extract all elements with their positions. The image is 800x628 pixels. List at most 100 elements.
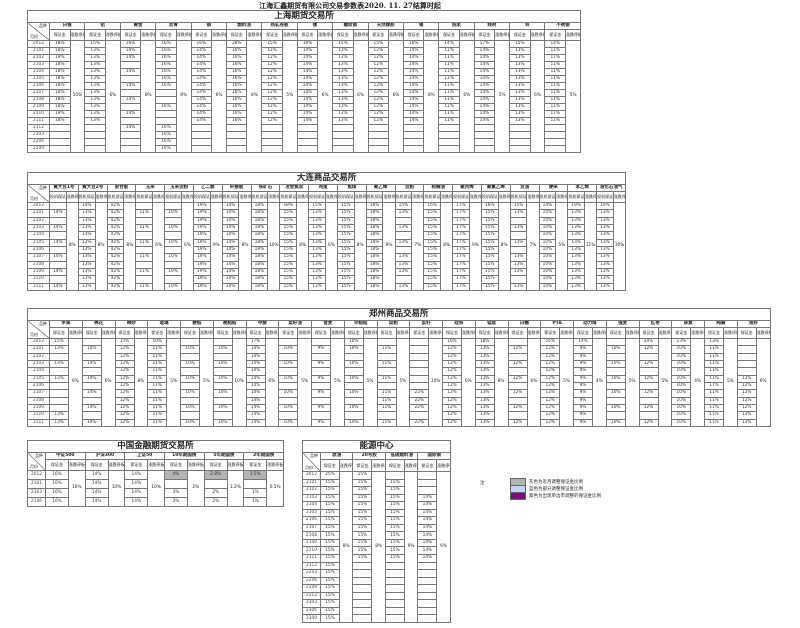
margin-cell: 15% [352, 546, 373, 555]
margin-cell: 14% [245, 418, 266, 427]
margin-cell: 13% [567, 231, 586, 240]
margin-cell: 11% [704, 411, 724, 420]
margin-cell: 15% [320, 614, 340, 623]
margin-cell: 14% [245, 367, 266, 376]
margin-cell: 15% [480, 223, 499, 233]
margin-cell [164, 216, 182, 226]
margin-cell [164, 245, 182, 255]
margin-cell: 12% [638, 418, 659, 427]
margin-cell: 12% [540, 352, 561, 362]
margin-cell: 15% [384, 554, 405, 563]
margin-cell: 13% [474, 374, 495, 383]
margin-cell: 11% [135, 223, 154, 233]
margin-cell: 12% [736, 418, 757, 427]
margin-cell: 14% [417, 538, 438, 548]
product-header: 短纤 [736, 320, 771, 328]
margin-cell: 13% [509, 96, 531, 104]
margin-cell [352, 606, 373, 616]
margin-cell: 15% [336, 231, 355, 240]
limit-cell: 10% [69, 40, 86, 153]
margin-cell [376, 337, 397, 347]
margin-cell: 1% [243, 488, 268, 498]
limit-column-header: 涨跌停板 [175, 29, 192, 41]
margin-cell: 11% [438, 47, 460, 55]
month-cell: 2106 [27, 245, 50, 255]
margin-cell: 13% [49, 418, 69, 427]
limit-cell: 9% [209, 202, 223, 291]
margin-cell: 13% [509, 47, 531, 55]
margin-cell: 14% [81, 403, 102, 413]
margin-cell: 12% [442, 359, 462, 369]
month-cell: 2107 [27, 89, 50, 97]
margin-cell: 11% [438, 89, 460, 97]
limit-cell: 5% [362, 338, 378, 427]
margin-cell: 12% [638, 345, 659, 354]
margin-cell [638, 396, 659, 405]
margin-column-header: 投机保证金 [423, 191, 442, 203]
margin-column-header: 保证金 [203, 459, 228, 471]
margin-cell: 15% [279, 231, 298, 240]
margin-cell: 4% [163, 470, 188, 480]
margin-cell: 14% [245, 381, 266, 391]
limit-column-header: 涨跌停板 [296, 191, 310, 203]
margin-cell [417, 584, 438, 593]
margin-cell: 10% [671, 367, 692, 376]
table-row: 2103 13% 14% 12% 11% 10% 10% 14% 10% 9% 10% 11% 12% 1… [27, 359, 771, 369]
margin-cell [343, 352, 364, 362]
limit-cell: 6% [755, 338, 771, 427]
margin-cell: 15% [320, 538, 340, 548]
margin-cell: 25% [320, 471, 340, 480]
margin-column-header: 投机保证金 [365, 191, 384, 203]
table-row: 2107 14% 13% 42% 11% 10% 19% 14% 18% 15% 13% 15% 18%… [27, 253, 626, 262]
margin-column-header: 保证金 [124, 459, 149, 471]
margin-cell: 13% [509, 103, 531, 111]
margin-cell: 15% [423, 260, 442, 269]
margin-cell: 14% [221, 231, 240, 240]
month-cell: 2104 [27, 367, 50, 376]
margin-cell: 11% [438, 61, 460, 69]
margin-cell: 12% [540, 396, 561, 405]
table-row: 2303 15% [302, 599, 451, 608]
margin-cell [49, 138, 71, 146]
margin-cell [343, 381, 364, 391]
month-cell: 2209 [27, 145, 50, 153]
margin-cell: 11% [147, 345, 168, 354]
margin-cell: 18% [49, 103, 71, 111]
margin-cell: 15% [84, 40, 106, 48]
ine-table: 能源中心品种月份原油20号胶低硫燃料油国际铜保证金涨跌停板保证金涨跌停板保证金涨… [302, 440, 451, 623]
limit-column-header: 涨跌停板 [371, 459, 386, 472]
margin-cell [49, 389, 69, 398]
margin-cell: 18% [365, 231, 384, 240]
margin-cell: 14% [81, 345, 102, 354]
margin-column-header: 保证金 [155, 29, 177, 41]
limit-cell: 6% [104, 40, 121, 153]
margin-cell: 16% [155, 82, 177, 90]
margin-cell: 18% [49, 82, 71, 90]
limit-column-header: 涨跌停板 [440, 191, 454, 203]
month-cell: 2103 [302, 493, 321, 503]
margin-cell: 10% [164, 267, 182, 277]
limit-cell: 5% [281, 40, 298, 153]
margin-cell: 18% [250, 216, 269, 226]
margin-cell [473, 138, 496, 146]
exchange-title: 中国金融期货交易所 [26, 440, 285, 453]
month-cell: 2106 [302, 516, 321, 525]
margin-cell: 14% [84, 470, 109, 480]
margin-cell: 13% [567, 253, 586, 262]
margin-cell: 15% [320, 531, 340, 540]
limit-cell: 9% [403, 471, 419, 623]
month-cell: 2309 [302, 614, 321, 623]
margin-cell: 19% [192, 201, 211, 211]
month-cell: 2108 [27, 96, 50, 104]
margin-cell: 18% [49, 110, 71, 118]
limit-cell: 6% [436, 471, 451, 623]
margin-column-header: 保证金 [507, 327, 528, 339]
margin-cell: 10% [180, 359, 200, 369]
limit-column-header: 涨跌停板 [65, 191, 79, 203]
margin-cell [261, 145, 283, 153]
margin-column-header: 保证金 [296, 29, 319, 41]
margin-cell: 18% [365, 275, 384, 284]
margin-cell: 15% [320, 523, 340, 533]
margin-cell: 10% [538, 238, 557, 247]
margin-cell: 12% [114, 345, 135, 354]
